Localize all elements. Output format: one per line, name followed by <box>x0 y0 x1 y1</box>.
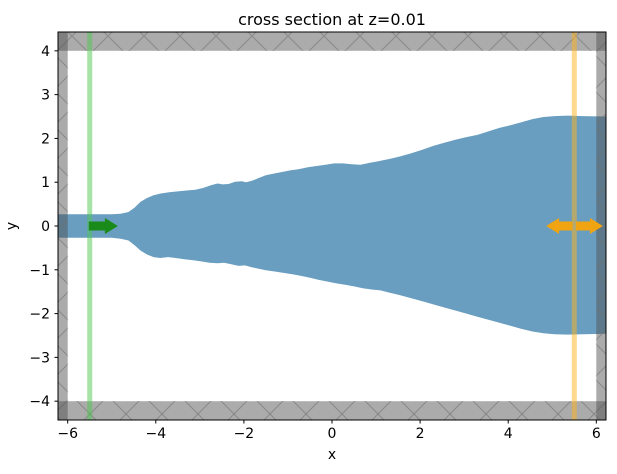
pml-region-hatch-1 <box>58 401 606 420</box>
plot-title: cross section at z=0.01 <box>238 10 426 29</box>
x-tick-label: 0 <box>328 426 337 442</box>
pml-region-hatch-2 <box>58 32 68 420</box>
y-tick-label: 2 <box>41 131 50 147</box>
x-axis-label: x <box>328 447 336 463</box>
source-direction-arrow-icon <box>88 218 118 234</box>
y-tick-label: 1 <box>41 175 50 191</box>
x-tick-label: 6 <box>592 426 601 442</box>
y-axis-label: y <box>4 222 20 230</box>
axes-ticks-layer: −6 −4 −2 0 2 4 6 −4 −3 −2 −1 0 1 2 3 4 <box>29 44 600 442</box>
y-tick-label: 3 <box>41 88 50 104</box>
y-tick-label: −4 <box>29 394 50 410</box>
y-tick-label: 4 <box>41 44 50 60</box>
x-tick-label: 4 <box>504 426 513 442</box>
plot-arrow-layer <box>88 218 603 234</box>
y-tick-label: 0 <box>41 219 50 235</box>
monitor-flux-arrow-icon-1 <box>576 218 603 234</box>
x-tick-label: 2 <box>416 426 425 442</box>
x-tick-label: −2 <box>234 426 255 442</box>
y-tick-label: −2 <box>29 307 50 323</box>
pml-region-hatch-0 <box>58 32 606 51</box>
monitor-flux-arrow-icon-0 <box>546 218 573 234</box>
y-tick-label: −3 <box>29 350 50 366</box>
waveguide-shape <box>58 115 606 335</box>
x-tick-label: −4 <box>145 426 166 442</box>
x-tick-label: −6 <box>57 426 78 442</box>
y-tick-label: −1 <box>29 263 50 279</box>
